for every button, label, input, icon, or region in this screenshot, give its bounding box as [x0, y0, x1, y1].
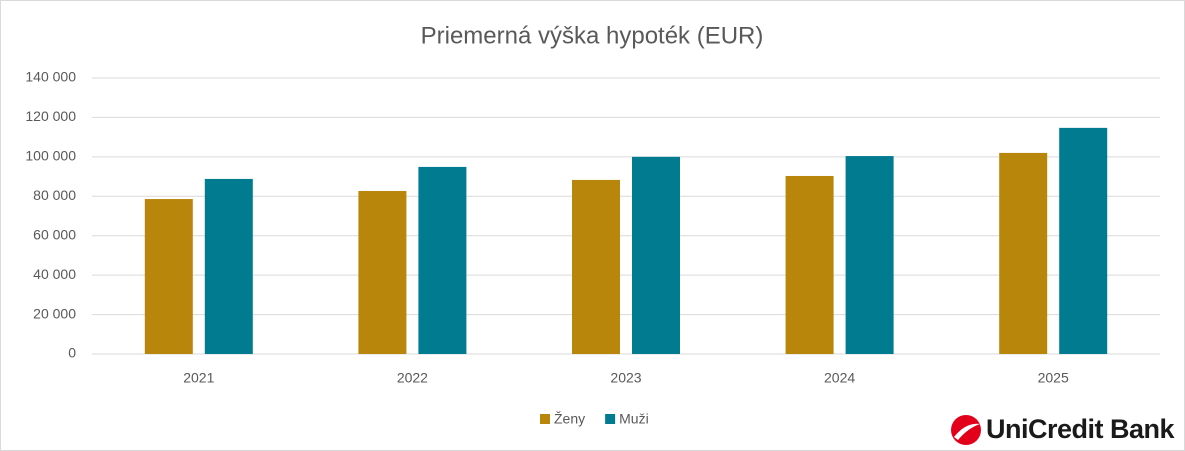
y-tick-label: 20 000 [33, 305, 76, 321]
x-tick-label: 2022 [397, 370, 428, 386]
bar [785, 175, 834, 354]
bar [204, 178, 253, 354]
bar [358, 190, 407, 354]
legend-label: Muži [619, 411, 649, 427]
bar [418, 166, 467, 354]
brand-name: UniCredit Bank [986, 414, 1176, 444]
y-tick-label: 80 000 [33, 187, 76, 203]
y-tick-label: 100 000 [25, 148, 76, 164]
y-tick-label: 0 [68, 345, 76, 361]
bar [572, 179, 620, 354]
bar [845, 156, 894, 354]
bar [144, 199, 193, 354]
y-tick-label: 140 000 [25, 69, 76, 85]
bar [1059, 127, 1108, 355]
x-tick-label: 2021 [183, 370, 214, 386]
y-tick-label: 60 000 [33, 226, 76, 242]
chart-title: Priemerná výška hypoték (EUR) [421, 22, 764, 49]
logo-icon-stroke [954, 423, 980, 440]
bar [999, 152, 1048, 354]
legend-swatch [540, 414, 550, 424]
x-tick-label: 2023 [610, 370, 641, 386]
brand-logo: UniCredit Bank [951, 414, 1176, 445]
x-tick-label: 2025 [1038, 370, 1069, 386]
legend-label: Ženy [554, 411, 585, 427]
y-tick-label: 120 000 [25, 108, 76, 124]
x-tick-label: 2024 [824, 370, 855, 386]
y-tick-label: 40 000 [33, 266, 76, 282]
legend-swatch [605, 414, 616, 424]
bar [632, 156, 680, 354]
